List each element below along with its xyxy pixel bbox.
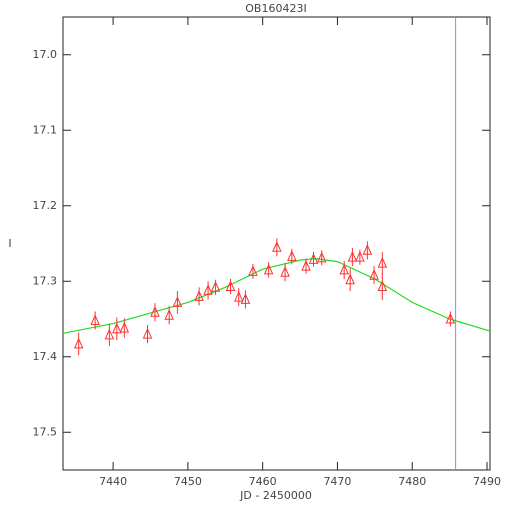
data-point <box>355 250 365 262</box>
x-tick-label: 7480 <box>398 475 426 488</box>
data-point <box>194 290 204 301</box>
data-point <box>339 263 349 275</box>
data-point <box>347 250 358 262</box>
data-point <box>73 337 84 349</box>
data-point <box>287 250 297 261</box>
y-axis-label: I <box>8 237 11 250</box>
data-point <box>308 253 319 264</box>
data-point <box>164 308 174 320</box>
x-tick-label: 7490 <box>473 475 501 488</box>
y-tick-label: 17.4 <box>33 350 58 363</box>
y-tick-label: 17.1 <box>33 123 58 136</box>
y-tick-label: 17.0 <box>33 48 58 61</box>
data-point <box>316 251 327 263</box>
data-point <box>233 290 244 302</box>
model-curve <box>62 257 491 334</box>
data-point <box>445 312 456 324</box>
x-tick-label: 7440 <box>99 475 127 488</box>
y-tick-label: 17.3 <box>33 274 58 287</box>
data-point <box>272 241 282 252</box>
data-point <box>104 328 115 340</box>
x-tick-label: 7470 <box>323 475 351 488</box>
data-point <box>112 322 122 334</box>
data-point <box>345 273 355 285</box>
data-point <box>301 259 311 271</box>
data-point <box>203 284 213 295</box>
data-point <box>240 293 251 304</box>
x-tick-label: 7460 <box>249 475 277 488</box>
data-point <box>142 327 153 339</box>
y-tick-label: 17.2 <box>33 199 58 212</box>
data-point <box>377 280 388 292</box>
y-tick-label: 17.5 <box>33 425 58 438</box>
data-point <box>225 280 236 292</box>
x-tick-label: 7450 <box>174 475 202 488</box>
data-point <box>377 256 388 268</box>
data-point <box>119 321 130 333</box>
plot-frame <box>62 16 491 471</box>
x-axis-label: JD - 2450000 <box>239 489 312 502</box>
data-point <box>90 314 100 326</box>
data-point <box>280 265 290 277</box>
data-point <box>369 268 379 280</box>
data-point <box>263 263 274 275</box>
data-point <box>150 305 160 317</box>
chart-title: OB160423I <box>245 2 306 15</box>
data-point <box>172 296 183 307</box>
data-point <box>248 265 258 276</box>
data-point <box>210 281 221 292</box>
data-point <box>362 244 373 255</box>
